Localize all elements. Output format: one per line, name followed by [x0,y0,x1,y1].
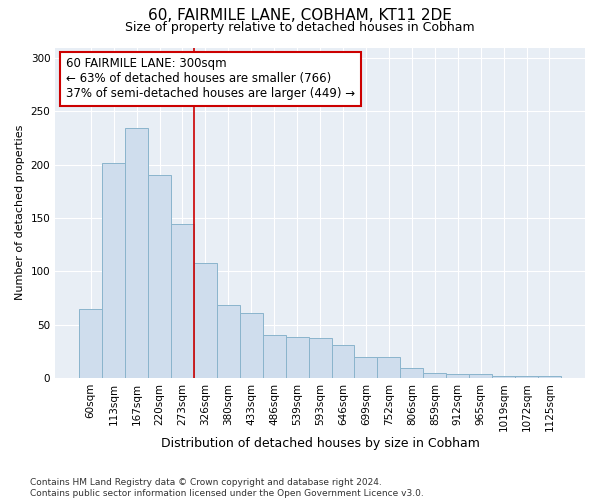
Bar [400,368,423,378]
Bar [515,376,538,378]
Bar [308,338,332,378]
Bar [492,376,515,378]
X-axis label: Distribution of detached houses by size in Cobham: Distribution of detached houses by size … [161,437,479,450]
Text: 60 FAIRMILE LANE: 300sqm
← 63% of detached houses are smaller (766)
37% of semi-: 60 FAIRMILE LANE: 300sqm ← 63% of detach… [66,58,355,100]
Bar [469,374,492,378]
Text: Size of property relative to detached houses in Cobham: Size of property relative to detached ho… [125,21,475,34]
Text: Contains HM Land Registry data © Crown copyright and database right 2024.
Contai: Contains HM Land Registry data © Crown c… [30,478,424,498]
Bar [423,372,446,378]
Bar [377,356,400,378]
Bar [355,356,377,378]
Bar [171,224,194,378]
Bar [538,376,561,378]
Bar [240,313,263,378]
Text: 60, FAIRMILE LANE, COBHAM, KT11 2DE: 60, FAIRMILE LANE, COBHAM, KT11 2DE [148,8,452,22]
Bar [332,345,355,378]
Bar [102,162,125,378]
Y-axis label: Number of detached properties: Number of detached properties [15,125,25,300]
Bar [446,374,469,378]
Bar [194,262,217,378]
Bar [286,338,308,378]
Bar [79,308,102,378]
Bar [217,306,240,378]
Bar [148,176,171,378]
Bar [263,335,286,378]
Bar [125,128,148,378]
